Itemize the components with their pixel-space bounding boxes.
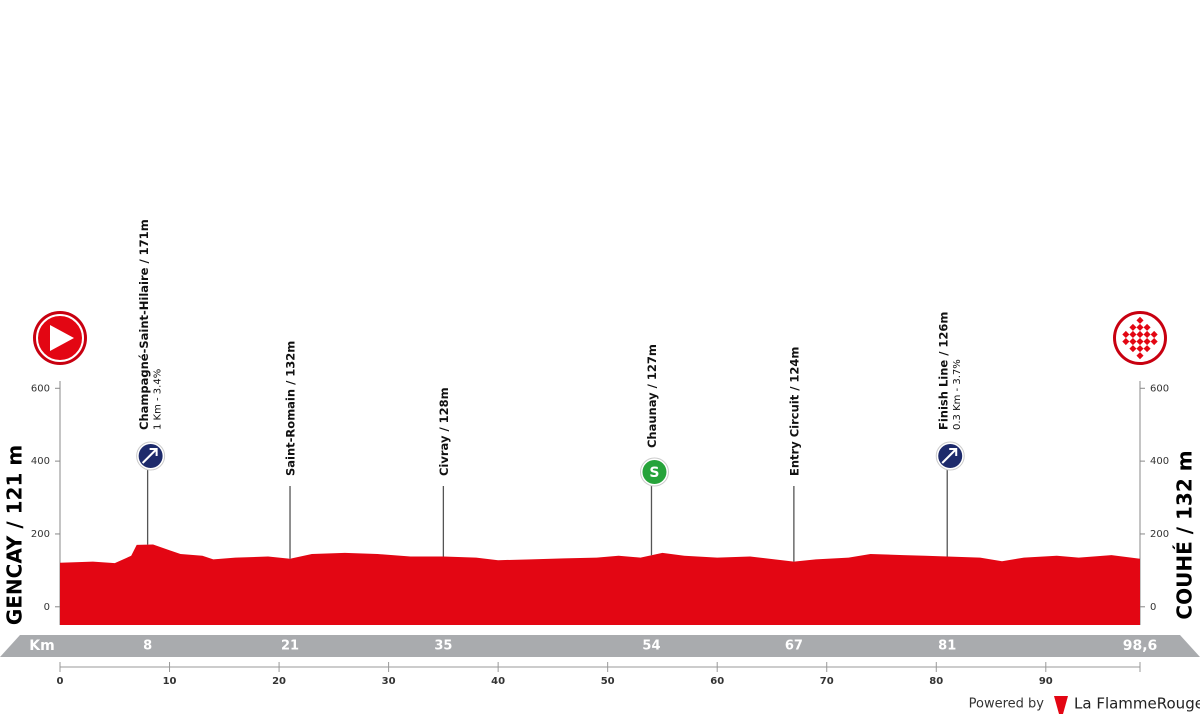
y-tick-label: 0 bbox=[44, 602, 50, 613]
start-icon bbox=[33, 311, 87, 365]
x-tick-label: 60 bbox=[710, 676, 724, 687]
brand-logo bbox=[1054, 696, 1068, 714]
waypoint-name: Finish Line / 126m bbox=[937, 312, 951, 430]
waypoint-name: Saint-Romain / 132m bbox=[284, 341, 298, 476]
x-tick-label: 70 bbox=[820, 676, 834, 687]
sprint-icon bbox=[642, 460, 667, 484]
y-tick-label: 200 bbox=[31, 529, 50, 540]
x-tick-label: 90 bbox=[1039, 676, 1053, 687]
x-tick-label: 80 bbox=[929, 676, 943, 687]
y-tick-label: 200 bbox=[1150, 529, 1169, 540]
check bbox=[1150, 338, 1158, 346]
climb-icon bbox=[941, 448, 958, 464]
waypoint-km: 67 bbox=[785, 639, 803, 654]
x-tick-label: 40 bbox=[491, 676, 505, 687]
y-tick-label: 400 bbox=[1150, 456, 1169, 467]
waypoint-km: 54 bbox=[642, 639, 660, 654]
y-tick-label: 600 bbox=[1150, 383, 1169, 394]
waypoint-km: 35 bbox=[434, 639, 452, 654]
climb-icon bbox=[141, 448, 158, 464]
x-tick-label: 30 bbox=[382, 676, 396, 687]
km-unit: Km bbox=[29, 638, 54, 654]
finish-icon bbox=[1113, 311, 1167, 365]
x-tick-label: 0 bbox=[57, 676, 64, 687]
powered-by: Powered by bbox=[969, 697, 1045, 712]
waypoint-name: Entry Circuit / 124m bbox=[787, 347, 801, 476]
finish-label: COUHÉ / 132 m bbox=[1173, 450, 1197, 619]
y-tick-label: 0 bbox=[1150, 602, 1156, 613]
waypoint-name: Civray / 128m bbox=[437, 387, 451, 476]
start-label: GENCAY / 121 m bbox=[3, 445, 27, 625]
x-tick-label: 20 bbox=[272, 676, 286, 687]
waypoint-km: 81 bbox=[938, 639, 956, 654]
x-tick-label: 10 bbox=[163, 676, 177, 687]
elevation-area bbox=[60, 544, 1140, 625]
waypoint-km: 21 bbox=[281, 639, 299, 654]
waypoint-km: 8 bbox=[143, 639, 152, 654]
check bbox=[1122, 330, 1130, 339]
y-tick-label: 600 bbox=[31, 383, 50, 394]
sprint-icon: S bbox=[649, 465, 659, 481]
distance: 98,6 bbox=[1123, 638, 1158, 654]
waypoint-detail: 0.3 Km - 3.7% bbox=[952, 359, 963, 430]
y-tick-label: 400 bbox=[31, 456, 50, 467]
waypoint-name: Champagné-Saint-Hilaire / 171m bbox=[137, 219, 151, 430]
x-tick-label: 50 bbox=[601, 676, 615, 687]
km-bar bbox=[0, 635, 1200, 657]
waypoint-name: Chaunay / 127m bbox=[645, 344, 659, 448]
waypoint-detail: 1 Km - 3.4% bbox=[153, 369, 164, 430]
brand: La FlammeRouge bbox=[1074, 695, 1200, 713]
